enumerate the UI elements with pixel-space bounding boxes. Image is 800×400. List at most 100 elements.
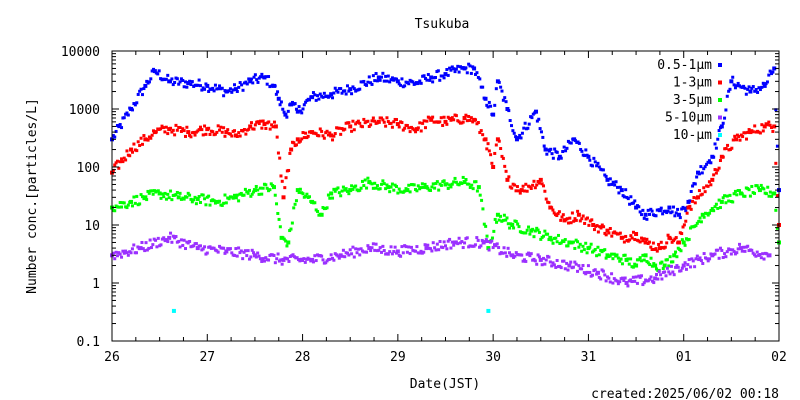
data-point (467, 114, 471, 118)
data-point (385, 183, 389, 187)
data-point (333, 189, 337, 193)
data-point (708, 211, 712, 215)
data-point (176, 195, 181, 200)
data-point (212, 89, 216, 93)
data-point (399, 254, 403, 258)
data-point (208, 245, 212, 249)
data-point (437, 248, 441, 252)
data-point (538, 257, 543, 262)
data-point (634, 231, 639, 236)
data-point (239, 191, 243, 195)
data-point (577, 245, 581, 249)
data-point (222, 201, 226, 205)
data-point (685, 211, 689, 215)
data-point (143, 249, 147, 253)
data-point (186, 130, 191, 135)
data-point (457, 70, 461, 74)
data-point (640, 259, 644, 263)
data-point (145, 198, 149, 202)
data-point (130, 247, 134, 251)
data-point (540, 182, 544, 186)
data-point (586, 154, 591, 159)
data-point (461, 246, 465, 250)
data-point (310, 257, 315, 262)
data-point (139, 136, 143, 140)
data-point (313, 254, 317, 258)
data-point (222, 126, 226, 130)
data-point (219, 125, 223, 129)
data-point (474, 72, 478, 76)
data-point (618, 185, 622, 189)
data-point (772, 191, 777, 196)
data-point (731, 75, 735, 79)
data-point (285, 244, 289, 248)
data-point (574, 238, 578, 242)
data-point (147, 246, 151, 250)
data-point (132, 195, 136, 199)
data-point (262, 122, 267, 127)
data-point (295, 137, 300, 142)
data-point (164, 238, 168, 242)
data-point (751, 85, 755, 89)
data-point (599, 226, 603, 230)
data-point (380, 116, 384, 120)
data-point (150, 69, 154, 73)
data-point (571, 265, 575, 269)
data-point (173, 80, 177, 84)
data-point (608, 254, 612, 258)
data-point (339, 194, 343, 198)
data-point (758, 88, 762, 92)
data-point (557, 157, 561, 161)
data-point (407, 126, 411, 130)
data-point (668, 255, 672, 259)
data-point (350, 252, 354, 256)
data-point (397, 82, 401, 86)
data-point (408, 190, 412, 194)
data-point (522, 258, 526, 262)
data-point (228, 247, 232, 251)
data-point (448, 183, 452, 187)
data-point (581, 244, 585, 248)
data-point (695, 175, 699, 179)
data-point (401, 128, 405, 132)
data-point (329, 133, 334, 138)
data-point (302, 103, 306, 107)
data-point (339, 132, 343, 136)
data-point (762, 187, 766, 191)
data-point (261, 257, 265, 261)
data-point (239, 249, 243, 253)
data-point (332, 258, 336, 262)
data-point (143, 195, 148, 200)
data-point (651, 241, 655, 245)
data-point (450, 240, 454, 244)
data-point (695, 254, 699, 258)
data-point (345, 189, 349, 193)
data-point (204, 203, 208, 207)
data-point (648, 263, 652, 267)
data-point (203, 197, 207, 201)
data-point (218, 199, 222, 203)
data-point (359, 247, 363, 251)
data-point (569, 141, 573, 145)
data-point (474, 180, 478, 184)
data-point (703, 165, 707, 169)
data-point (612, 277, 616, 281)
data-point (537, 117, 541, 121)
data-point (281, 257, 286, 262)
data-point (536, 228, 540, 232)
data-point (710, 207, 714, 211)
data-point (370, 82, 374, 86)
data-point (341, 248, 345, 252)
data-point (205, 83, 210, 88)
data-point (434, 248, 438, 252)
data-point (500, 154, 504, 158)
data-point (753, 89, 757, 93)
data-point (574, 218, 578, 222)
data-point (233, 83, 237, 87)
data-point (495, 220, 499, 224)
data-point (608, 177, 612, 181)
data-point (376, 119, 381, 124)
data-point (767, 194, 771, 198)
data-point (192, 244, 196, 248)
